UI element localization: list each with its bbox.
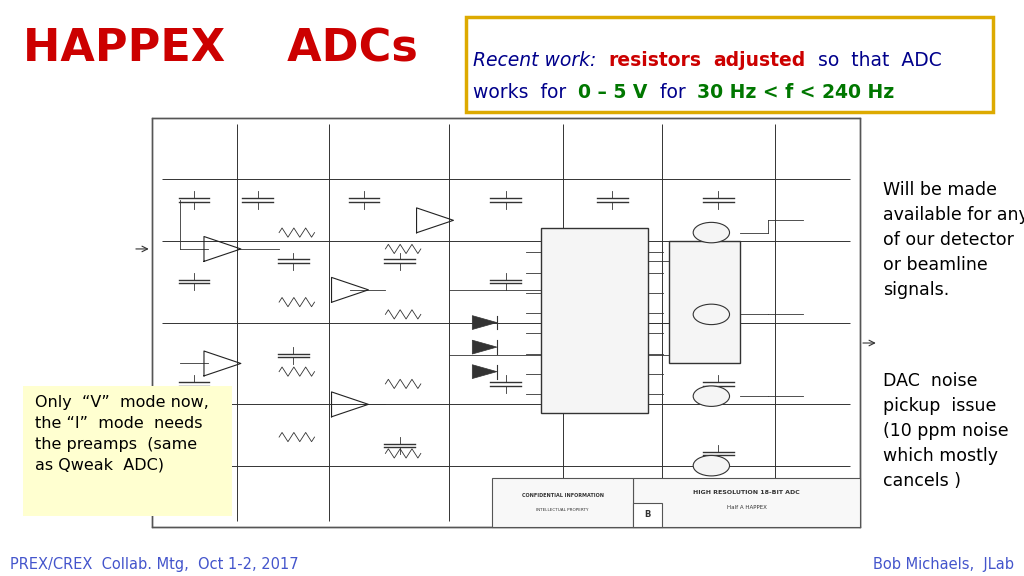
Circle shape (693, 456, 729, 476)
Circle shape (693, 222, 729, 243)
Text: Half A HAPPEX: Half A HAPPEX (727, 505, 767, 510)
Text: 0 – 5 V: 0 – 5 V (579, 83, 648, 101)
Text: DAC  noise
pickup  issue
(10 ppm noise
which mostly
cancels ): DAC noise pickup issue (10 ppm noise whi… (883, 372, 1009, 490)
Text: Recent work:: Recent work: (473, 51, 596, 70)
Text: 30 Hz < f < 240 Hz: 30 Hz < f < 240 Hz (697, 83, 895, 101)
Text: adjusted: adjusted (714, 51, 806, 70)
Circle shape (693, 386, 729, 407)
Polygon shape (472, 340, 497, 354)
Polygon shape (472, 316, 497, 329)
Bar (634, 478, 860, 527)
Text: Bob Michaels,  JLab: Bob Michaels, JLab (872, 557, 1014, 572)
Bar (492, 478, 634, 527)
Bar (466, 17, 993, 112)
Bar (669, 241, 739, 363)
Text: works  for: works for (473, 83, 579, 101)
Text: INTELLECTUAL PROPERTY: INTELLECTUAL PROPERTY (537, 508, 589, 512)
Text: so  that  ADC: so that ADC (806, 51, 941, 70)
Text: Will be made
available for any
of our detector
or beamline
signals.: Will be made available for any of our de… (883, 181, 1024, 300)
Text: Only  “V”  mode now,
the “I”  mode  needs
the preamps  (same
as Qweak  ADC): Only “V” mode now, the “I” mode needs th… (35, 395, 209, 472)
Text: HAPPEX    ADCs: HAPPEX ADCs (23, 28, 418, 70)
Polygon shape (472, 365, 497, 378)
Text: for: for (648, 83, 697, 101)
Bar (152, 118, 860, 527)
Circle shape (693, 304, 729, 325)
Text: resistors: resistors (608, 51, 701, 70)
Text: CONFIDENTIAL INFORMATION: CONFIDENTIAL INFORMATION (521, 492, 603, 498)
Bar (634, 502, 662, 527)
Bar (542, 229, 647, 412)
Bar (23, 386, 232, 516)
Text: HIGH RESOLUTION 18-BIT ADC: HIGH RESOLUTION 18-BIT ADC (693, 490, 800, 495)
Text: PREX/CREX  Collab. Mtg,  Oct 1-2, 2017: PREX/CREX Collab. Mtg, Oct 1-2, 2017 (10, 557, 299, 572)
Text: B: B (644, 510, 651, 520)
